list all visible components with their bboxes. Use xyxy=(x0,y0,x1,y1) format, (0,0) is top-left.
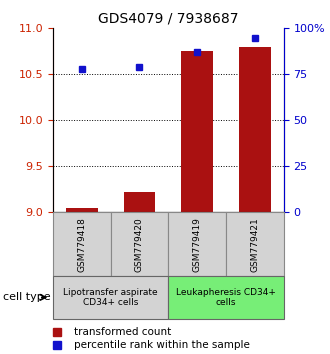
Bar xyxy=(53,212,111,276)
Bar xyxy=(111,212,168,276)
Text: Leukapheresis CD34+
cells: Leukapheresis CD34+ cells xyxy=(176,288,276,307)
Text: cell type: cell type xyxy=(3,292,51,302)
Text: GSM779420: GSM779420 xyxy=(135,217,144,272)
Text: percentile rank within the sample: percentile rank within the sample xyxy=(74,340,249,350)
Bar xyxy=(226,212,284,276)
Bar xyxy=(168,212,226,276)
Bar xyxy=(181,51,213,212)
Bar xyxy=(53,276,168,319)
Text: GSM779421: GSM779421 xyxy=(250,217,259,272)
Bar xyxy=(239,47,271,212)
Text: GSM779418: GSM779418 xyxy=(77,217,86,272)
Bar xyxy=(168,276,284,319)
Title: GDS4079 / 7938687: GDS4079 / 7938687 xyxy=(98,12,239,26)
Text: GSM779419: GSM779419 xyxy=(193,217,202,272)
Text: transformed count: transformed count xyxy=(74,327,171,337)
Bar xyxy=(66,208,98,212)
Text: Lipotransfer aspirate
CD34+ cells: Lipotransfer aspirate CD34+ cells xyxy=(63,288,158,307)
Bar xyxy=(123,192,155,212)
